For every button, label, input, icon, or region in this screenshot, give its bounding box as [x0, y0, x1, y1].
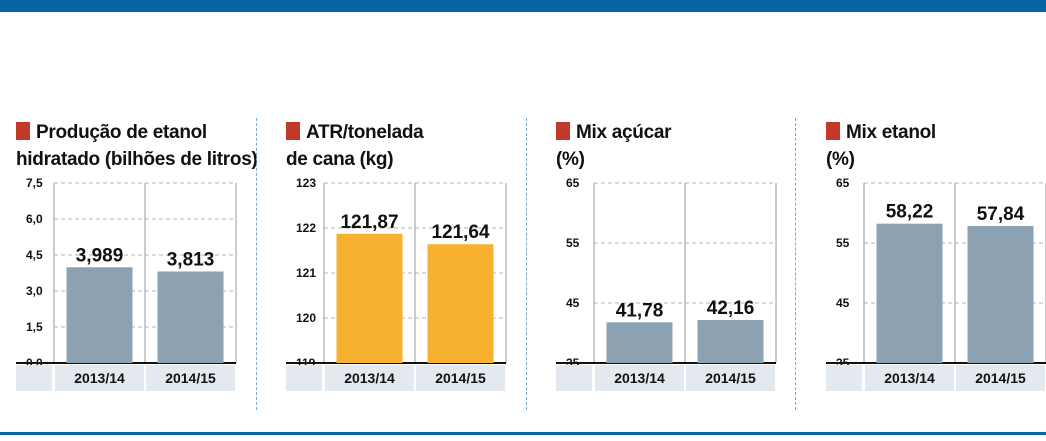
x-tick-label: 2014/15 [165, 370, 216, 386]
bar-chart: 119120121122123121,872013/14121,642014/1… [286, 176, 507, 391]
chart-title: Mix etanol (%) [826, 119, 1046, 173]
chart-title-line-1: Mix açúcar [576, 122, 672, 143]
x-axis-band [865, 365, 954, 391]
data-label: 3,813 [167, 249, 215, 270]
bar [876, 223, 943, 363]
y-tick-label: 45 [566, 296, 580, 310]
x-axis-band [146, 365, 235, 391]
y-tick-label: 55 [836, 236, 850, 250]
panel-divider [526, 118, 527, 410]
x-axis-band [416, 365, 505, 391]
x-axis-band [556, 365, 592, 391]
data-label: 57,84 [977, 204, 1025, 225]
bottom-rule [0, 432, 1046, 435]
bar [606, 322, 673, 363]
x-tick-label: 2013/14 [344, 370, 395, 386]
x-tick-label: 2014/15 [705, 370, 756, 386]
x-tick-label: 2013/14 [74, 370, 125, 386]
y-tick-label: 65 [566, 176, 580, 190]
chart-panel-producao-etanol: Produção de etanol hidratado (bilhões de… [16, 115, 266, 415]
chart-panel-mix-etanol: Mix etanol (%) 35 45 55 65 58,22 2013/14 57,84… [826, 115, 1046, 415]
chart-title-line-2: (%) [826, 149, 855, 170]
chart-title: ATR/tonelada de cana (kg) [286, 119, 536, 173]
data-label: 42,16 [707, 298, 755, 319]
bar-chart: 0,01,53,04,56,07,53,9892013/143,8132014/… [16, 176, 237, 391]
y-tick-label: 45 [836, 296, 850, 310]
bar [66, 267, 133, 363]
bar [967, 225, 1034, 363]
y-tick-label: 123 [296, 176, 316, 190]
data-label: 58,22 [886, 202, 934, 223]
bar [427, 244, 494, 363]
x-tick-label: 2014/15 [435, 370, 486, 386]
y-tick-label: 122 [296, 221, 316, 235]
x-axis-band [826, 365, 862, 391]
y-tick-label: 1,5 [26, 320, 43, 334]
y-tick-label: 120 [296, 311, 316, 325]
data-label: 121,87 [340, 212, 398, 233]
chart-title-line-2: de cana (kg) [286, 149, 394, 170]
chart-title-line-1: ATR/tonelada [306, 122, 424, 143]
y-tick-label: 7,5 [26, 176, 43, 190]
title-marker [16, 122, 30, 140]
data-label: 121,64 [431, 222, 490, 243]
chart-title-line-1: Mix etanol [846, 122, 936, 143]
y-tick-label: 6,0 [26, 212, 43, 226]
panel-divider [795, 118, 796, 410]
y-tick-label: 3,0 [26, 284, 43, 298]
title-marker [556, 122, 570, 140]
data-label: 41,78 [616, 300, 664, 321]
chart-title-line-1: Produção de etanol [36, 122, 207, 143]
x-tick-label: 2014/15 [975, 370, 1026, 386]
bar [336, 233, 403, 363]
x-axis-band [286, 365, 322, 391]
chart-title: Produção de etanol hidratado (bilhões de… [16, 119, 266, 173]
x-tick-label: 2013/14 [614, 370, 665, 386]
chart-title: Mix açúcar (%) [556, 119, 806, 173]
data-label: 3,989 [76, 245, 124, 266]
panel-divider [256, 118, 257, 410]
x-axis-band [595, 365, 684, 391]
title-marker [286, 122, 300, 140]
y-tick-label: 4,5 [26, 248, 43, 262]
x-axis-band [16, 365, 52, 391]
x-axis-band [956, 365, 1045, 391]
chart-title-line-2: (%) [556, 149, 585, 170]
x-axis-band [686, 365, 775, 391]
title-marker [826, 122, 840, 140]
bar [157, 271, 224, 363]
y-tick-label: 55 [566, 236, 580, 250]
y-tick-label: 65 [836, 176, 850, 190]
bar [697, 320, 764, 363]
x-axis-band [325, 365, 414, 391]
chart-panel-mix-acucar: Mix açúcar (%) 35 45 55 65 41,78 2013/14 42,16… [556, 115, 806, 415]
top-rule [0, 0, 1046, 12]
y-tick-label: 121 [296, 266, 316, 280]
chart-panel-atr-tonelada: ATR/tonelada de cana (kg) 119 120 121 122 12… [286, 115, 536, 415]
x-tick-label: 2013/14 [884, 370, 935, 386]
x-axis-band [55, 365, 144, 391]
chart-title-line-2: hidratado (bilhões de litros) [16, 149, 258, 170]
